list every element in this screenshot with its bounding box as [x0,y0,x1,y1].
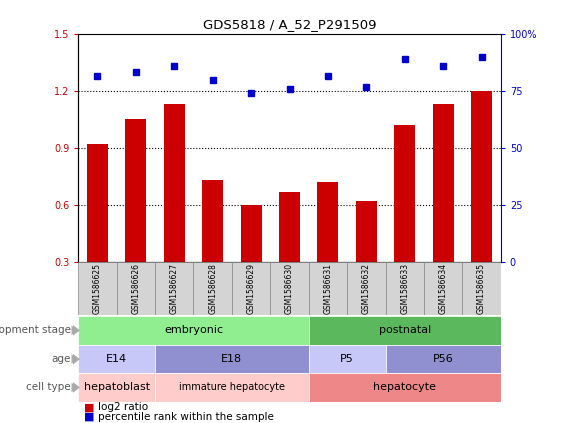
Text: ■: ■ [84,402,94,412]
Text: GSM1586630: GSM1586630 [285,263,294,314]
Text: embryonic: embryonic [164,325,223,335]
Polygon shape [73,325,80,336]
Text: GSM1586628: GSM1586628 [208,263,217,314]
Bar [309,316,501,345]
Bar [356,201,377,262]
Text: E18: E18 [221,354,243,364]
Bar [164,104,185,262]
Text: P5: P5 [340,354,354,364]
Polygon shape [73,382,80,393]
Text: GSM1586626: GSM1586626 [131,263,140,314]
Text: GSM1586634: GSM1586634 [439,263,448,314]
Text: GSM1586627: GSM1586627 [170,263,179,314]
Text: GSM1586625: GSM1586625 [93,263,102,314]
Text: hepatoblast: hepatoblast [83,382,149,393]
Text: E14: E14 [106,354,127,364]
Text: cell type: cell type [26,382,71,393]
Text: percentile rank within the sample: percentile rank within the sample [98,412,274,422]
Bar [471,91,492,262]
Bar [279,192,300,262]
Text: GSM1586631: GSM1586631 [324,263,332,314]
Polygon shape [72,326,77,335]
Bar [386,345,501,373]
Bar [125,119,146,262]
Text: immature hepatocyte: immature hepatocyte [179,382,285,393]
Bar [433,104,454,262]
Bar [202,180,223,262]
Bar [309,262,347,315]
Bar [347,262,386,315]
Text: GSM1586632: GSM1586632 [362,263,371,314]
Bar [155,262,193,315]
Text: GSM1586629: GSM1586629 [247,263,255,314]
Bar [155,373,309,402]
Bar [386,262,424,315]
Bar [424,262,463,315]
Text: postnatal: postnatal [379,325,431,335]
Polygon shape [72,383,77,392]
Title: GDS5818 / A_52_P291509: GDS5818 / A_52_P291509 [203,18,376,31]
Bar [317,182,339,262]
Text: development stage: development stage [0,325,71,335]
Bar [155,345,309,373]
Polygon shape [73,354,80,365]
Bar [394,125,415,262]
Text: ■: ■ [84,412,94,422]
Text: hepatocyte: hepatocyte [373,382,436,393]
Bar [309,345,386,373]
Bar [270,262,309,315]
Polygon shape [72,354,77,364]
Bar [309,373,501,402]
Text: age: age [52,354,71,364]
Bar [78,373,155,402]
Text: GSM1586633: GSM1586633 [400,263,409,314]
Bar [78,345,155,373]
Bar [463,262,501,315]
Text: GSM1586635: GSM1586635 [477,263,486,314]
Bar [240,205,262,262]
Bar [78,262,116,315]
Bar [193,262,232,315]
Bar [78,316,309,345]
Bar [87,144,108,262]
Text: P56: P56 [433,354,453,364]
Bar [116,262,155,315]
Bar [232,262,270,315]
Text: log2 ratio: log2 ratio [98,402,149,412]
